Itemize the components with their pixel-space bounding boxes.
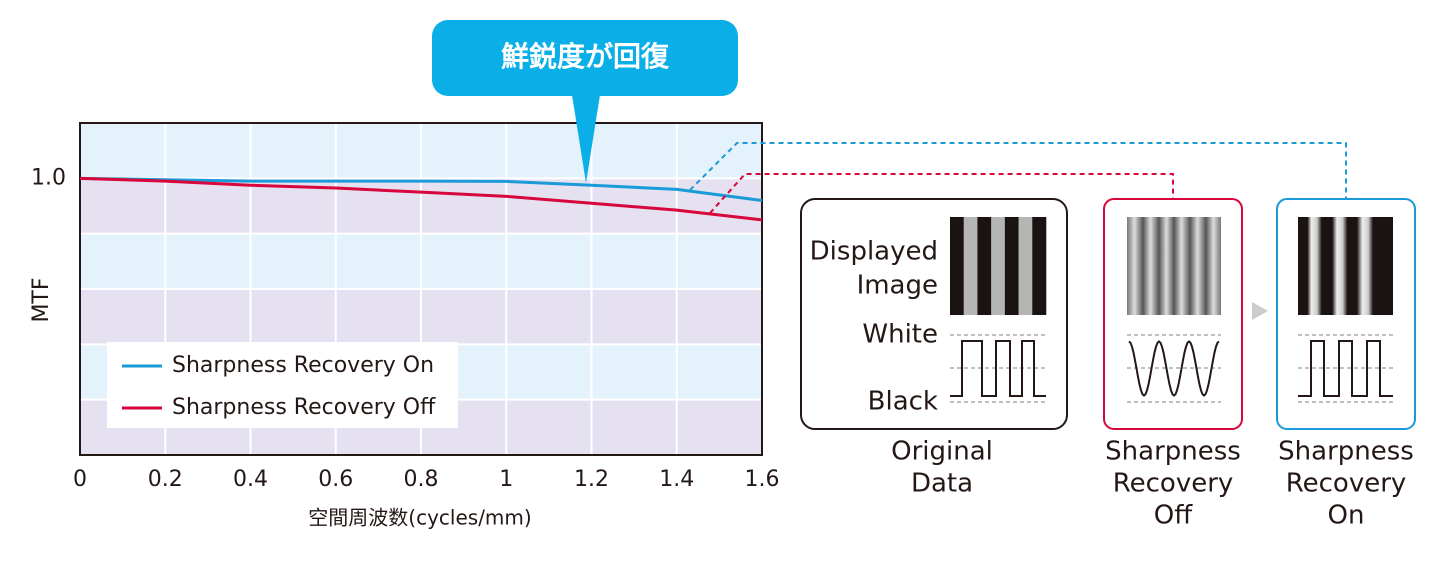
connector <box>689 142 1347 199</box>
blurred-image <box>1127 217 1221 315</box>
x-tick-label: 1.4 <box>659 467 694 492</box>
stripe <box>1004 217 1019 315</box>
line-series <box>79 176 763 222</box>
sine-wave <box>1128 340 1220 397</box>
x-axis-label: 空間周波数(cycles/mm) <box>308 506 531 530</box>
caption: Off <box>1154 501 1193 531</box>
caption: Sharpness <box>1278 437 1414 467</box>
stripe <box>950 217 965 315</box>
line-series <box>79 176 763 202</box>
stripe <box>1018 217 1033 315</box>
x-tick-label: 0.4 <box>233 467 268 492</box>
arrow <box>1252 302 1268 320</box>
x-tick-label: 0.6 <box>318 467 353 492</box>
y-axis-label: MTF <box>29 277 54 322</box>
caption: Sharpness <box>1105 437 1241 467</box>
caption: Original <box>891 437 993 467</box>
y-tick-label: 1.0 <box>31 165 66 190</box>
caption: Recovery <box>1286 469 1407 499</box>
waveforms <box>950 334 1393 403</box>
x-tick-label: 0.2 <box>148 467 183 492</box>
x-tick-label: 1.6 <box>745 467 780 492</box>
plot-frame <box>79 122 763 456</box>
stripe <box>1032 217 1047 315</box>
caption: Recovery <box>1113 469 1234 499</box>
legend <box>107 342 458 428</box>
x-tick-label: 1 <box>499 467 513 492</box>
x-tick-label: 0.8 <box>404 467 439 492</box>
stripe <box>963 217 978 315</box>
legend-label: Sharpness Recovery Off <box>172 395 436 420</box>
label: White <box>862 320 938 350</box>
x-tick-label: 0 <box>73 467 87 492</box>
restored-image <box>1298 217 1393 315</box>
label: Image <box>857 271 938 301</box>
caption: On <box>1328 501 1365 531</box>
x-tick-label: 1.2 <box>574 467 609 492</box>
stripe <box>977 217 992 315</box>
label: Displayed <box>810 237 938 267</box>
square-wave <box>950 340 1046 397</box>
callout-text: 鮮鋭度が回復 <box>501 40 670 73</box>
stripes <box>950 217 1047 315</box>
stripe <box>991 217 1006 315</box>
legend-label: Sharpness Recovery On <box>172 353 434 378</box>
callout-pointer <box>572 95 600 183</box>
callout <box>432 20 738 96</box>
label: Black <box>868 387 938 417</box>
caption: Data <box>911 469 973 499</box>
chart: 0 0.2 0.4 0.6 0.8 1 1.2 1.4 1.6 1.0 Sharpness Reco… <box>31 122 780 492</box>
square-wave <box>1298 340 1393 397</box>
